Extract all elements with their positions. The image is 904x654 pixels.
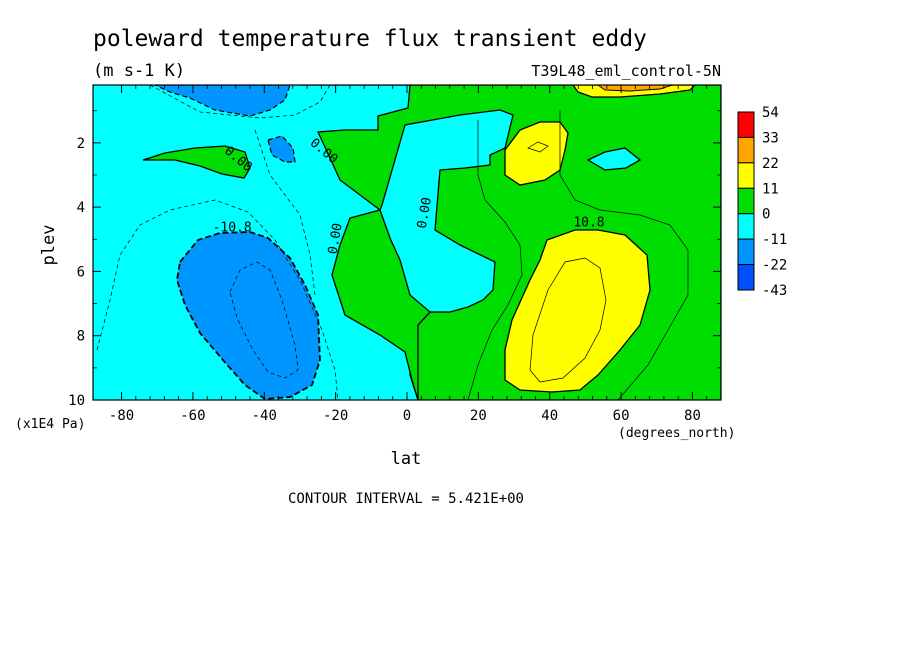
x-tick-label: -60 <box>180 408 205 424</box>
contour-field <box>93 85 721 400</box>
blue-cap-top <box>154 85 291 117</box>
x-axis-label: lat <box>391 449 422 469</box>
y-tick-label: 4 <box>77 200 85 216</box>
green-blob-southwest <box>142 145 251 179</box>
x-tick-label: 60 <box>613 408 630 424</box>
colorbar-label: -11 <box>762 232 787 248</box>
colorbar-label: 54 <box>762 105 779 121</box>
colorbar-swatch <box>737 213 755 240</box>
contour-labels: 0.00 0.00-10.8 0.000.00 10.8 <box>213 136 605 256</box>
contour-label: 10.8 <box>573 215 604 230</box>
thin-contour-blue-inner <box>229 261 299 379</box>
y-tick-label: 8 <box>77 329 85 345</box>
colorbar-swatch <box>737 136 755 164</box>
thin-contour-green-east <box>559 110 689 400</box>
green-region-westward <box>331 209 431 400</box>
x-units-label: (degrees_north) <box>618 426 735 441</box>
chart-units: (m s-1 K) <box>93 61 185 81</box>
colorbar-label: 33 <box>762 130 779 146</box>
experiment-label: T39L48_eml_control-5N <box>531 62 721 80</box>
y-axis-label: plev <box>39 225 59 266</box>
colorbar-swatch <box>737 111 755 138</box>
contour-label: -10.8 <box>213 220 252 235</box>
x-axis: -80 -60 -40 -20 0 20 40 60 80 <box>109 85 708 424</box>
blue-small-blob <box>267 135 296 163</box>
colorbar-label: 0 <box>762 207 770 223</box>
yellow-blob-upper <box>504 121 569 186</box>
contour-interval-note: CONTOUR INTERVAL = 5.421E+00 <box>288 491 524 507</box>
yellow-blob-lower <box>504 229 651 393</box>
y-units-label: (x1E4 Pa) <box>15 417 85 432</box>
thin-contour-cyan-dash-mid <box>254 129 316 296</box>
colorbar-swatch <box>737 187 755 215</box>
x-tick-label: 40 <box>541 408 558 424</box>
thin-contour-yellow-inner <box>529 257 607 383</box>
x-tick-label: -80 <box>109 408 134 424</box>
thin-contour-green-outer <box>467 120 523 400</box>
x-tick-label: -20 <box>323 408 348 424</box>
y-axis: 2 4 6 8 10 <box>68 110 721 409</box>
blue-region-southwest <box>176 231 321 400</box>
thin-contour-yellow-small <box>527 141 549 153</box>
cyan-blob-northeast <box>586 147 642 171</box>
y-tick-label: 2 <box>77 136 85 152</box>
x-tick-label: 20 <box>470 408 487 424</box>
colorbar-swatch <box>737 162 755 189</box>
x-tick-label: -40 <box>252 408 277 424</box>
colorbar-label: -22 <box>762 258 787 274</box>
colorbar: 54 33 22 11 0 -11 -22 -43 <box>737 105 787 299</box>
colorbar-swatch <box>737 264 755 291</box>
colorbar-label: 22 <box>762 156 779 172</box>
thin-contour-cyan-dash-west <box>96 199 339 400</box>
colorbar-label: 11 <box>762 181 779 197</box>
x-tick-label: 0 <box>403 408 411 424</box>
thin-contour-cyan-dash-upper <box>149 85 331 119</box>
contour-label: 0.00 <box>415 196 435 229</box>
chart-title: poleward temperature flux transient eddy <box>93 26 647 52</box>
y-tick-label: 6 <box>77 264 85 280</box>
colorbar-label: -43 <box>762 283 787 299</box>
contour-label: 0.00 <box>326 222 346 255</box>
y-tick-label: 10 <box>68 393 85 409</box>
colorbar-swatch <box>737 238 755 266</box>
x-tick-label: 80 <box>684 408 701 424</box>
